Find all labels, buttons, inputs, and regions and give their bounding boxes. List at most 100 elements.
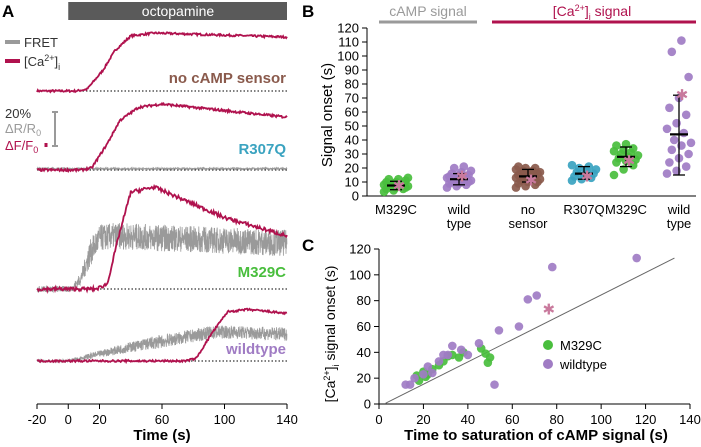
legend-calcium-label: [Ca2+]i (24, 53, 60, 72)
data-point (466, 166, 476, 176)
trace-label-r307q: R307Q (238, 141, 286, 158)
data-point (449, 163, 459, 173)
panel-c-letter: C (302, 236, 314, 255)
data-point (686, 138, 696, 148)
y-tick-label: 70 (345, 91, 359, 106)
data-point (665, 158, 674, 167)
data-point (523, 295, 533, 304)
data-point (514, 162, 523, 171)
data-point (419, 369, 428, 379)
calcium-trace (36, 101, 288, 174)
category-label: sensor (508, 216, 548, 231)
scale-bar-value: 20% (5, 106, 31, 121)
scale-bar-fret-label: ΔR/R0 (5, 121, 41, 138)
data-point (665, 103, 674, 113)
panel-a-x-ticks: -20 0 20 60 100 140 (28, 404, 298, 427)
data-point (494, 326, 504, 335)
data-point (667, 145, 677, 155)
y-tick-label: 40 (357, 345, 371, 360)
y-tick-label: 120 (349, 242, 371, 257)
panel-a-letter: A (2, 2, 14, 21)
trace-label-m329c: M329C (238, 264, 287, 281)
data-point (490, 380, 499, 389)
x-tick-label: 100 (590, 412, 612, 427)
ca-signal-header: [Ca2+]i signal (553, 3, 631, 22)
y-tick-label: 60 (345, 105, 359, 120)
x-tick-label: 0 (65, 412, 72, 427)
x-tick-label: 0 (375, 412, 382, 427)
scale-bar-calcium-label: ΔF/F0 (5, 138, 38, 155)
data-point (662, 169, 672, 178)
trace-area (36, 31, 288, 365)
x-tick-label: 140 (276, 412, 298, 427)
data-point (632, 253, 641, 263)
data-point (669, 135, 679, 145)
y-tick-label: 80 (357, 293, 371, 308)
panel-c-xlabel: Time to saturation of cAMP signal (s) (404, 427, 668, 444)
x-tick-label: 120 (635, 412, 657, 427)
data-point (474, 338, 484, 348)
drug-bar (68, 2, 287, 20)
data-point (612, 141, 621, 150)
data-point (609, 170, 619, 180)
data-point (574, 163, 584, 173)
drug-label: octopamine (142, 3, 215, 19)
x-tick-label: 20 (416, 412, 430, 427)
y-tick-label: 10 (345, 175, 359, 190)
data-point (530, 163, 540, 173)
data-point (403, 173, 413, 183)
example-star: ✱ (543, 302, 556, 319)
legend-wildtype-label: wildtype (559, 357, 607, 372)
y-tick-label: 20 (357, 371, 371, 386)
data-point (428, 368, 437, 378)
data-point (463, 350, 473, 360)
example-star: ✱ (393, 178, 406, 195)
x-tick-label: 80 (549, 412, 563, 427)
data-point (591, 165, 601, 174)
panel-b-points: ✱ ✱ ✱ ✱ ✱ ✱ (379, 36, 696, 197)
y-tick-label: 90 (345, 63, 359, 78)
data-point (405, 380, 415, 389)
data-point (684, 72, 693, 82)
panel-c-y-ticks: 0 20 40 60 80 100 120 (349, 242, 379, 412)
fit-line (385, 257, 675, 404)
y-tick-label: 80 (345, 77, 359, 92)
panel-b-ylabel: Signal onset (s) (319, 63, 336, 167)
calcium-trace (36, 307, 288, 365)
panel-c-ylabel: [Ca2+]i signal onset (s) (322, 266, 341, 403)
legend-fret-label: FRET (24, 35, 58, 50)
data-point (456, 345, 466, 355)
x-tick-label: 60 (155, 412, 169, 427)
category-label: R307Q (563, 202, 604, 217)
data-point (667, 47, 677, 57)
y-tick-label: 0 (364, 397, 371, 412)
data-point (459, 162, 469, 171)
y-tick-label: 60 (357, 319, 371, 334)
y-tick-label: 0 (352, 189, 359, 204)
category-label: M329C (375, 202, 417, 217)
example-star: ✱ (676, 87, 689, 104)
data-point (662, 124, 672, 134)
panel-c: C [Ca2+]i signal onset (s) 0 20 40 60 80 100 1… (302, 236, 701, 444)
trace-label-no-sensor: no cAMP sensor (169, 70, 286, 87)
x-tick-label: 20 (92, 412, 106, 427)
panel-a: A octopamine FRET [Ca2+]i 20% ΔR/R0 ΔF/F… (2, 2, 298, 444)
panel-c-points: ✱ (401, 253, 641, 389)
example-star: ✱ (623, 153, 636, 170)
x-tick-label: -20 (28, 412, 47, 427)
calcium-trace (36, 183, 288, 294)
y-tick-label: 120 (337, 21, 359, 36)
panel-a-xlabel: Time (s) (133, 427, 190, 444)
camp-signal-header: cAMP signal (389, 3, 467, 19)
x-tick-label: 140 (679, 412, 701, 427)
data-point (677, 36, 686, 45)
y-tick-label: 30 (345, 147, 359, 162)
legend-m329c-label: M329C (560, 338, 602, 353)
category-label: wild (667, 202, 690, 217)
x-tick-label: 60 (505, 412, 519, 427)
example-star: ✱ (456, 168, 469, 185)
data-point (681, 110, 691, 120)
